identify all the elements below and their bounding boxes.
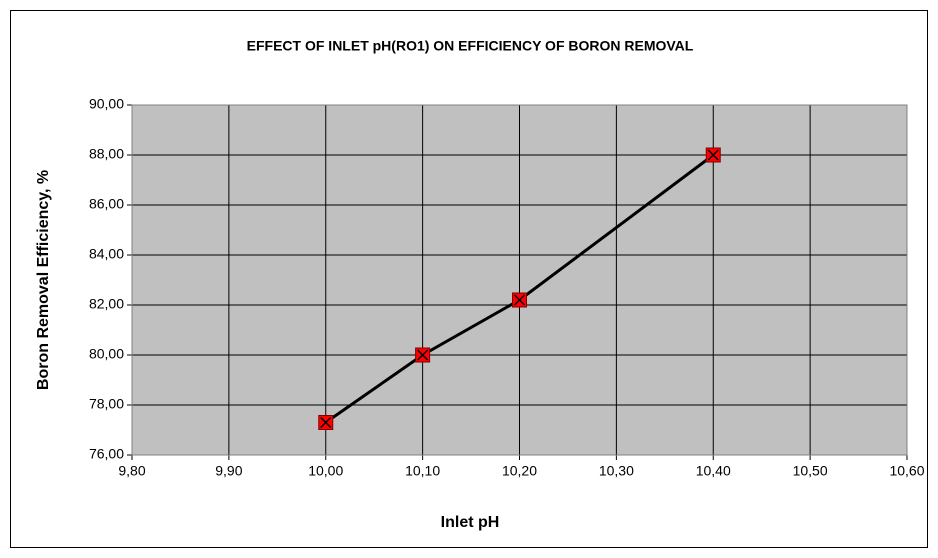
plot-border <box>131 104 908 456</box>
x-tick-label: 10,00 <box>308 463 343 479</box>
y-tick-label: 88,00 <box>89 146 124 162</box>
chart-title: EFFECT OF INLET pH(RO1) ON EFFICIENCY OF… <box>247 38 694 54</box>
x-tick-label: 10,10 <box>405 463 440 479</box>
y-tick-label: 90,00 <box>89 96 124 112</box>
x-axis-label: Inlet pH <box>441 514 500 531</box>
data-line <box>324 153 715 424</box>
y-tick-label: 84,00 <box>89 246 124 262</box>
x-tick-label: 10,60 <box>889 463 924 479</box>
y-axis-label: Boron Removal Efficiency, % <box>35 170 52 390</box>
x-tick-label: 10,20 <box>502 463 537 479</box>
x-tick-label: 9,80 <box>118 463 145 479</box>
x-tick-label: 10,50 <box>793 463 828 479</box>
y-tick-label: 82,00 <box>89 296 124 312</box>
x-tick-label: 9,90 <box>215 463 242 479</box>
y-tick-label: 78,00 <box>89 396 124 412</box>
data-marker-cross <box>320 416 332 429</box>
data-marker-cross <box>417 349 429 361</box>
data-marker-cross <box>707 149 719 161</box>
x-tick-label: 10,40 <box>696 463 731 479</box>
y-tick-label: 80,00 <box>89 346 124 362</box>
y-tick-label: 86,00 <box>89 196 124 212</box>
x-tick-label: 10,30 <box>599 463 634 479</box>
y-tick-label: 76,00 <box>89 446 124 462</box>
data-marker-cross <box>513 294 526 306</box>
